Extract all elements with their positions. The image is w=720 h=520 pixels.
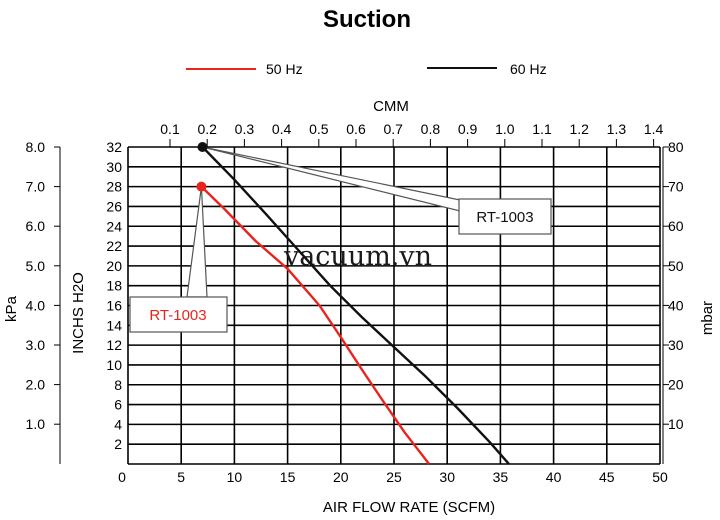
legend-label-50hz: 50 Hz bbox=[266, 61, 303, 77]
chart-title: Suction bbox=[323, 6, 411, 33]
cmm-tick-label: 0.7 bbox=[383, 121, 403, 137]
callout-label-50hz: RT-1003 bbox=[149, 307, 206, 324]
cmm-tick-label: 0.5 bbox=[309, 121, 329, 137]
series-line-60hz bbox=[201, 146, 510, 465]
cmm-tick-label: 0.8 bbox=[421, 121, 441, 137]
kpa-tick-label: 8.0 bbox=[26, 139, 46, 155]
cmm-tick-label: 1.0 bbox=[495, 121, 515, 137]
cmm-tick-label: 0.4 bbox=[272, 121, 292, 137]
cmm-tick-label: 0.1 bbox=[160, 121, 180, 137]
cmm-tick-label: 0.3 bbox=[235, 121, 255, 137]
x-tick-label: 25 bbox=[386, 469, 402, 485]
kpa-tick-label: 4.0 bbox=[26, 297, 46, 313]
callout-box-50hz bbox=[129, 296, 228, 333]
mbar-tick-label: 10 bbox=[668, 416, 684, 432]
x-axis-title: AIR FLOW RATE (SCFM) bbox=[323, 499, 495, 516]
kpa-tick-label: 1.0 bbox=[26, 416, 46, 432]
x-tick-label: 20 bbox=[333, 469, 349, 485]
callouts: RT-1003 RT-1003 bbox=[129, 142, 552, 333]
y-tick-label: 32 bbox=[106, 139, 122, 155]
x-tick-label: 45 bbox=[599, 469, 615, 485]
x-tick-label: 5 bbox=[177, 469, 185, 485]
tick-labels: 0 5 10 15 20 25 30 35 40 45 50 0.1 0.2 0.3 0.4 0.5 0.6 0.… bbox=[26, 121, 684, 485]
cmm-tick-label: 1.3 bbox=[607, 121, 627, 137]
series-lines bbox=[200, 146, 510, 465]
y-tick-label: 6 bbox=[114, 397, 122, 413]
cmm-tick-label: 0.2 bbox=[197, 121, 217, 137]
x-tick-label: 10 bbox=[227, 469, 243, 485]
kpa-tick-label: 3.0 bbox=[26, 337, 46, 353]
callout-pointer-60hz bbox=[202, 146, 461, 212]
cmm-tick-label: 0.9 bbox=[458, 121, 478, 137]
kpa-tick-label: 2.0 bbox=[26, 377, 46, 393]
mbar-tick-label: 20 bbox=[668, 377, 684, 393]
x-tick-label: 0 bbox=[118, 469, 126, 485]
y-tick-label: 28 bbox=[106, 179, 122, 195]
mbar-tick-label: 50 bbox=[668, 258, 684, 274]
kpa-axis-title: kPa bbox=[3, 295, 20, 322]
mbar-tick-label: 30 bbox=[668, 337, 684, 353]
y-tick-label: 18 bbox=[106, 278, 122, 294]
kpa-tick-label: 7.0 bbox=[26, 179, 46, 195]
x-tick-label: 50 bbox=[652, 469, 668, 485]
grid bbox=[54, 139, 669, 465]
callout-pointer-50hz bbox=[186, 186, 208, 298]
kpa-tick-label: 5.0 bbox=[26, 258, 46, 274]
cmm-tick-label: 0.6 bbox=[346, 121, 366, 137]
watermark: vacuum.vn bbox=[283, 241, 432, 272]
mbar-tick-label: 80 bbox=[668, 139, 684, 155]
y-tick-label: 20 bbox=[106, 258, 122, 274]
y-tick-label: 26 bbox=[106, 198, 122, 214]
x-tick-label: 40 bbox=[546, 469, 562, 485]
mbar-axis-title: mbar bbox=[699, 301, 716, 335]
x-tick-label: 15 bbox=[280, 469, 296, 485]
marker-50hz bbox=[196, 181, 207, 192]
x2-axis-title: CMM bbox=[373, 98, 409, 115]
y-tick-label: 14 bbox=[106, 317, 122, 333]
mbar-tick-label: 70 bbox=[668, 179, 684, 195]
callout-label-60hz: RT-1003 bbox=[476, 209, 533, 226]
callout-box-60hz bbox=[458, 198, 552, 235]
y-tick-label: 22 bbox=[106, 238, 122, 254]
y-axis-title: INCHS H2O bbox=[70, 272, 87, 354]
kpa-tick-label: 6.0 bbox=[26, 218, 46, 234]
cmm-tick-label: 1.2 bbox=[569, 121, 589, 137]
legend: 50 Hz 60 Hz bbox=[186, 61, 547, 77]
mbar-tick-label: 60 bbox=[668, 218, 684, 234]
y-tick-label: 8 bbox=[114, 377, 122, 393]
mbar-tick-label: 40 bbox=[668, 297, 684, 313]
y-tick-label: 24 bbox=[106, 218, 122, 234]
y-tick-label: 2 bbox=[114, 436, 122, 452]
cmm-tick-label: 1.1 bbox=[532, 121, 552, 137]
y-tick-label: 16 bbox=[106, 298, 122, 314]
y-tick-label: 10 bbox=[106, 357, 122, 373]
x-tick-label: 30 bbox=[439, 469, 455, 485]
x-tick-label: 35 bbox=[493, 469, 509, 485]
cmm-tick-label: 1.4 bbox=[644, 121, 664, 137]
y-tick-label: 30 bbox=[106, 159, 122, 175]
legend-label-60hz: 60 Hz bbox=[510, 61, 547, 77]
y-tick-label: 4 bbox=[114, 416, 122, 432]
series-line-50hz bbox=[200, 185, 431, 465]
y-tick-label: 12 bbox=[106, 337, 122, 353]
marker-60hz bbox=[197, 142, 208, 152]
